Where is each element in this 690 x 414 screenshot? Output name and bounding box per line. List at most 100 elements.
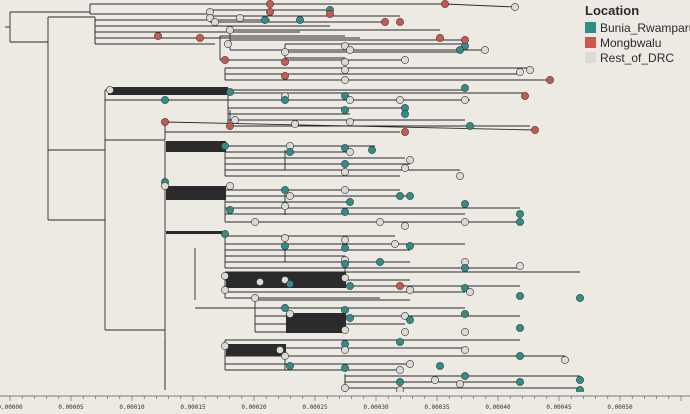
tip-marker: [281, 96, 289, 104]
tip-marker: [346, 118, 354, 126]
tip-marker: [341, 186, 349, 194]
tip-marker: [161, 118, 169, 126]
branch-bundle: [166, 141, 226, 152]
x-axis: 0.00000 0.00005 0.00010 0.00015 0.00020 0.000…: [0, 395, 690, 411]
tip-marker: [221, 286, 229, 294]
tip-marker: [576, 376, 584, 384]
tip-marker: [341, 260, 349, 268]
branch-bundle: [166, 186, 226, 200]
legend-item-rest-of-drc: Rest_of_DRC: [583, 50, 690, 65]
tip-marker: [291, 120, 299, 128]
tip-marker: [401, 328, 409, 336]
branch: [164, 121, 536, 131]
branch-bundle: [166, 231, 222, 234]
tip-marker: [461, 372, 469, 380]
tip-marker: [236, 14, 244, 22]
tip-marker: [341, 346, 349, 354]
tip-marker: [341, 58, 349, 66]
branch-bundle: [286, 313, 346, 333]
tip-marker: [341, 66, 349, 74]
tip-marker: [461, 218, 469, 226]
tip-marker: [406, 242, 414, 250]
tip-marker: [341, 106, 349, 114]
tip-marker: [221, 272, 229, 280]
tip-marker: [346, 282, 354, 290]
tip-marker: [224, 40, 232, 48]
tip-marker: [281, 186, 289, 194]
tip-marker: [226, 182, 234, 190]
tip-marker: [341, 326, 349, 334]
axis-tick-label: 0.00000: [0, 404, 23, 411]
legend-item-bunia: Bunia_Rwamparu: [583, 20, 690, 35]
axis-tick-label: 0.00045: [546, 404, 572, 411]
tip-marker: [456, 172, 464, 180]
tip-marker: [281, 352, 289, 360]
tip-marker: [341, 364, 349, 372]
tip-marker: [461, 200, 469, 208]
tip-marker: [281, 72, 289, 80]
axis-tick-label: 0.00050: [607, 404, 633, 411]
tip-marker: [281, 234, 289, 242]
tip-marker: [281, 48, 289, 56]
branch-bundle: [108, 87, 228, 95]
tip-markers: [106, 0, 584, 392]
tip-marker: [231, 116, 239, 124]
tip-marker: [346, 148, 354, 156]
tip-marker: [286, 148, 294, 156]
tip-marker: [441, 0, 449, 8]
tip-marker: [376, 218, 384, 226]
tip-marker: [368, 146, 376, 154]
phylogenetic-tree: [5, 0, 584, 392]
axis-tick-label: 0.00025: [302, 404, 328, 411]
tip-marker: [341, 384, 349, 392]
tip-marker: [396, 378, 404, 386]
tip-marker: [341, 236, 349, 244]
tip-marker: [516, 324, 524, 332]
tip-marker: [436, 362, 444, 370]
tip-marker: [461, 328, 469, 336]
tip-marker: [286, 310, 294, 318]
tip-marker: [406, 360, 414, 368]
tip-marker: [516, 262, 524, 270]
tip-marker: [456, 46, 464, 54]
tip-marker: [431, 376, 439, 384]
legend-swatch-bunia: [585, 22, 596, 33]
legend-swatch-rest-of-drc: [585, 52, 596, 63]
tip-marker: [266, 0, 274, 8]
tip-marker: [461, 264, 469, 272]
tip-marker: [196, 34, 204, 42]
tip-marker: [341, 160, 349, 168]
axis-tick-label: 0.00035: [424, 404, 450, 411]
tip-marker: [461, 36, 469, 44]
tip-marker: [396, 386, 404, 392]
axis-tick-label: 0.00015: [180, 404, 206, 411]
tip-marker: [286, 192, 294, 200]
legend: Location Bunia_Rwamparu Mongbwalu Rest_o…: [583, 3, 690, 65]
axis-tick-label: 0.00010: [119, 404, 145, 411]
tip-marker: [154, 32, 162, 40]
tip-marker: [401, 110, 409, 118]
tip-marker: [376, 258, 384, 266]
tip-marker: [456, 380, 464, 388]
tip-marker: [346, 314, 354, 322]
tip-marker: [251, 294, 259, 302]
tip-marker: [251, 218, 259, 226]
tip-marker: [406, 192, 414, 200]
tip-marker: [326, 10, 334, 18]
tip-marker: [406, 316, 414, 324]
tip-marker: [381, 18, 389, 26]
tip-marker: [396, 18, 404, 26]
tip-marker: [346, 46, 354, 54]
branch-bundle: [226, 344, 286, 356]
tip-marker: [341, 76, 349, 84]
tip-marker: [516, 378, 524, 386]
legend-label-rest-of-drc: Rest_of_DRC: [600, 50, 675, 65]
tip-marker: [286, 362, 294, 370]
tip-marker: [221, 230, 229, 238]
tip-marker: [461, 346, 469, 354]
tip-marker: [396, 282, 404, 290]
tip-marker: [341, 168, 349, 176]
tip-marker: [516, 210, 524, 218]
tip-marker: [226, 88, 234, 96]
tip-marker: [276, 346, 284, 354]
